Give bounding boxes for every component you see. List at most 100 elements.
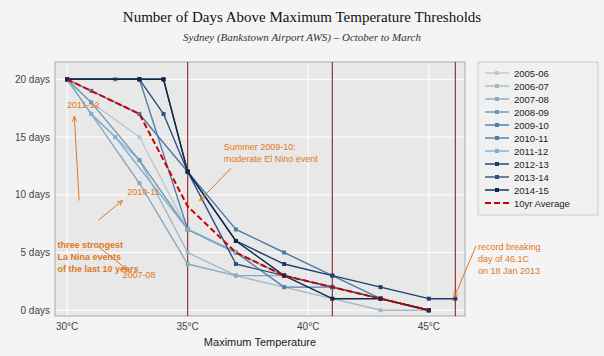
x-tick-label: 45°C — [418, 321, 440, 332]
reference-line — [332, 62, 333, 316]
series-line — [67, 79, 429, 310]
point-marker — [137, 77, 141, 81]
series-line — [67, 79, 429, 310]
legend-label: 2013-14 — [514, 172, 549, 183]
x-axis-label: Maximum Temperature — [204, 336, 316, 348]
point-marker — [137, 158, 141, 162]
point-marker — [137, 135, 141, 139]
legend-marker — [495, 175, 499, 179]
legend-swatch — [485, 202, 509, 204]
series-line — [67, 79, 429, 310]
point-marker — [137, 158, 141, 162]
plot-area — [65, 62, 457, 316]
point-marker — [234, 274, 238, 278]
point-marker — [282, 285, 286, 289]
point-marker — [137, 181, 141, 185]
point-marker — [186, 227, 190, 231]
legend-label: 2007-08 — [514, 94, 549, 105]
annotation-arrow — [454, 246, 476, 298]
series-line — [67, 79, 429, 310]
point-marker — [162, 112, 166, 116]
series-line — [67, 79, 429, 310]
point-marker — [137, 77, 141, 81]
point-marker — [427, 297, 431, 301]
point-marker — [186, 170, 190, 174]
annotation-arrow — [74, 116, 79, 200]
reference-line — [187, 62, 188, 316]
point-marker — [186, 170, 190, 174]
annotation-arrow — [200, 168, 231, 200]
legend-label: 2010-11 — [514, 133, 548, 144]
grid-line — [428, 62, 429, 316]
legend-label: 2009-10 — [514, 120, 549, 131]
annotation: three strongestLa Nina eventsof the last… — [57, 240, 138, 274]
point-marker — [186, 170, 190, 174]
legend-label: 2014-15 — [514, 185, 549, 196]
point-marker — [186, 262, 190, 266]
x-tick-label: 35°C — [176, 321, 198, 332]
annotation: 2011-12 — [67, 100, 99, 110]
legend-marker — [495, 84, 499, 88]
point-marker — [137, 77, 141, 81]
legend: 2005-062006-072007-082008-092009-102010-… — [478, 62, 598, 215]
point-marker — [330, 274, 334, 278]
annotation: 2007-08 — [123, 270, 156, 280]
x-tick-label: 30°C — [56, 321, 78, 332]
point-marker — [330, 274, 334, 278]
point-marker — [234, 227, 238, 231]
point-marker — [162, 77, 166, 81]
legend-marker — [495, 162, 499, 166]
legend-marker — [495, 149, 499, 153]
point-marker — [113, 135, 117, 139]
y-tick-label: 10 days — [15, 189, 50, 200]
legend-marker — [495, 71, 499, 75]
point-marker — [89, 112, 93, 116]
point-marker — [186, 227, 190, 231]
legend-label: 2006-07 — [514, 81, 549, 92]
point-marker — [330, 297, 334, 301]
point-marker — [89, 112, 93, 116]
legend-marker — [495, 188, 499, 192]
point-marker — [89, 112, 93, 116]
point-marker — [234, 239, 238, 243]
point-marker — [162, 77, 166, 81]
point-marker — [186, 227, 190, 231]
annotation: Summer 2009-10:moderate El Nino event — [224, 142, 319, 164]
y-tick-label: 5 days — [21, 247, 50, 258]
x-tick-label: 40°C — [297, 321, 319, 332]
title: Number of Days Above Maximum Temperature… — [123, 9, 481, 25]
annotation-arrow — [98, 201, 122, 221]
legend-label: 2005-06 — [514, 68, 549, 79]
legend-box — [478, 62, 598, 215]
legend-marker — [495, 97, 499, 101]
point-marker — [282, 285, 286, 289]
point-marker — [234, 239, 238, 243]
legend-label: 10yr Average — [514, 198, 570, 209]
series-line — [67, 79, 429, 310]
legend-marker — [495, 110, 499, 114]
point-marker — [330, 297, 334, 301]
annotation-arrow — [98, 247, 127, 270]
point-marker — [137, 77, 141, 81]
subtitle: Sydney (Bankstown Airport AWS) – October… — [183, 31, 421, 44]
series-line — [67, 79, 429, 310]
point-marker — [234, 274, 238, 278]
y-tick-label: 0 days — [21, 305, 50, 316]
annotation: record breakingday of 46.1Con 18 Jan 201… — [478, 242, 541, 276]
point-marker — [186, 170, 190, 174]
legend-marker — [495, 136, 499, 140]
y-tick-label: 15 days — [15, 132, 50, 143]
point-marker — [234, 262, 238, 266]
point-marker — [282, 262, 286, 266]
point-marker — [282, 251, 286, 255]
reference-line — [455, 62, 456, 316]
series-line — [67, 79, 429, 310]
legend-marker — [495, 123, 499, 127]
series-line — [67, 79, 429, 310]
point-marker — [379, 308, 383, 312]
point-marker — [379, 285, 383, 289]
point-marker — [186, 227, 190, 231]
y-tick-label: 20 days — [15, 74, 50, 85]
plot-background — [55, 62, 465, 316]
grid-line — [187, 62, 188, 316]
